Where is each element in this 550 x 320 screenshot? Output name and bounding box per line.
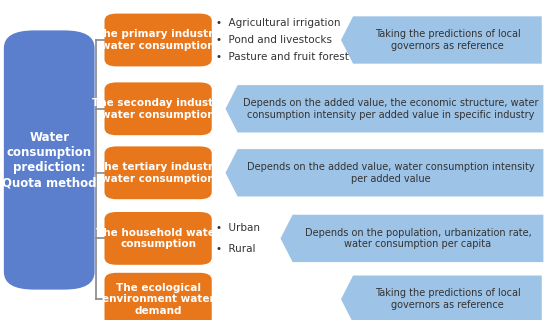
Polygon shape [226,85,543,132]
Polygon shape [280,215,543,262]
Text: •  Urban: • Urban [216,223,260,233]
Text: •  Rural: • Rural [216,244,256,254]
Text: •  Agricultural irrigation: • Agricultural irrigation [216,18,340,28]
Text: The primary industry
water consumption: The primary industry water consumption [96,29,220,51]
Text: The ecological
environment water
demand: The ecological environment water demand [102,283,214,316]
Text: Depends on the added value, the economic structure, water
consumption intensity : Depends on the added value, the economic… [243,98,538,120]
Text: Taking the predictions of local
governors as reference: Taking the predictions of local governor… [375,29,520,51]
Text: •  Pasture and fruit forest: • Pasture and fruit forest [216,52,349,62]
Text: Taking the predictions of local
governors as reference: Taking the predictions of local governor… [375,288,520,310]
Polygon shape [341,276,542,320]
Text: The seconday industry
water consumption: The seconday industry water consumption [92,98,224,120]
Text: Depends on the population, urbanization rate,
water consumption per capita: Depends on the population, urbanization … [305,228,531,249]
Text: The household water
consumption: The household water consumption [96,228,220,249]
FancyBboxPatch shape [104,147,212,199]
Polygon shape [341,16,542,64]
FancyBboxPatch shape [104,82,212,135]
FancyBboxPatch shape [4,30,95,290]
FancyBboxPatch shape [104,212,212,265]
Text: •  Pond and livestocks: • Pond and livestocks [216,35,332,45]
FancyBboxPatch shape [104,273,212,320]
FancyBboxPatch shape [104,13,212,67]
Polygon shape [226,149,543,196]
Text: Water
consumption
prediction:
Quota method: Water consumption prediction: Quota meth… [2,131,96,189]
Text: Depends on the added value, water consumption intensity
per added value: Depends on the added value, water consum… [247,162,534,184]
Text: The tertiary industry
water consumption: The tertiary industry water consumption [97,162,219,184]
